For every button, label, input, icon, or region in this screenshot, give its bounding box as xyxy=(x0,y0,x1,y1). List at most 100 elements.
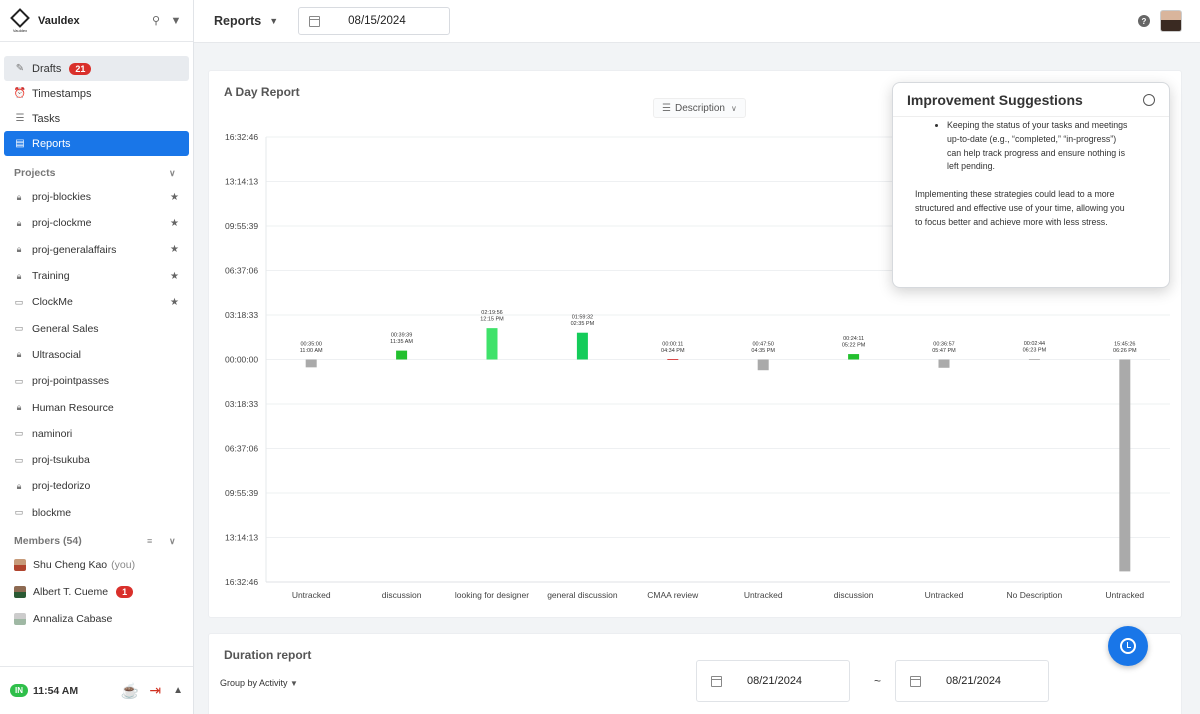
help-icon[interactable]: ? xyxy=(1138,15,1150,27)
project-label: proj-clockme xyxy=(32,217,92,230)
from-date-picker[interactable]: 08/21/2024 xyxy=(696,660,850,702)
project-label: proj-tedorizo xyxy=(32,480,91,493)
app-logo[interactable]: Vauldex xyxy=(10,7,30,34)
folder-icon: ▭ xyxy=(14,323,24,334)
y-tick-label: 06:37:06 xyxy=(225,266,258,276)
app-name: Vauldex xyxy=(38,14,80,27)
project-item[interactable]: ▭ blockme xyxy=(0,500,193,526)
project-item[interactable]: ▭ ClockMe ★ xyxy=(0,289,193,315)
star-icon[interactable]: ★ xyxy=(170,191,179,203)
x-tick-label: looking for designer xyxy=(455,590,529,600)
members-header[interactable]: Members (54) ≡ ∨ xyxy=(0,530,193,552)
chart-bar xyxy=(848,354,860,360)
project-item[interactable]: ▭ naminori xyxy=(0,421,193,447)
bar-time-label: 06:23 PM xyxy=(1023,347,1047,353)
nav-item-timestamps[interactable]: ⏰ Timestamps xyxy=(4,81,189,106)
member-item[interactable]: Annaliza Cabase xyxy=(0,606,193,633)
report-type-select[interactable]: Reports ▼ xyxy=(214,14,278,28)
bar-time-label: 02:35 PM xyxy=(571,321,595,327)
logo-text: Vauldex xyxy=(12,27,28,33)
member-name: Annaliza Cabase xyxy=(33,613,113,626)
chevron-down-icon[interactable]: ∨ xyxy=(169,535,176,546)
project-item[interactable]: ▭ proj-tsukuba xyxy=(0,447,193,473)
x-tick-label: discussion xyxy=(834,590,874,600)
member-item[interactable]: Shu Cheng Kao (you) xyxy=(0,552,193,579)
bar-duration-label: 00:35:00 xyxy=(300,342,321,348)
y-tick-label: 13:14:13 xyxy=(225,177,258,187)
member-item[interactable]: Albert T. Cueme 1 xyxy=(0,579,193,606)
alarm-clock-icon xyxy=(1120,638,1136,654)
x-tick-label: Untracked xyxy=(292,590,331,600)
bar-duration-label: 00:00:11 xyxy=(662,341,683,347)
suggestion-summary: Implementing these strategies could lead… xyxy=(915,189,1125,227)
star-icon[interactable]: ★ xyxy=(170,244,179,256)
project-item[interactable]: 🔒︎ proj-tedorizo xyxy=(0,473,193,499)
sort-icon[interactable]: ≡ xyxy=(147,535,153,546)
member-name: Shu Cheng Kao xyxy=(33,559,108,572)
suggestions-header: Improvement Suggestions xyxy=(893,83,1169,117)
star-icon[interactable]: ★ xyxy=(170,217,179,229)
caret-down-icon[interactable]: ▼ xyxy=(170,14,182,27)
report-date-picker[interactable]: 08/15/2024 xyxy=(298,7,451,35)
bar-duration-label: 00:36:57 xyxy=(933,342,954,348)
status-badge: IN xyxy=(10,684,28,697)
project-item[interactable]: 🔒︎ Ultrasocial xyxy=(0,342,193,368)
chevron-down-icon: ∨ xyxy=(731,103,737,113)
timer-fab-button[interactable] xyxy=(1108,626,1148,666)
clock-out-icon[interactable]: ⇥ xyxy=(149,682,162,698)
lock-icon: 🔒︎ xyxy=(16,244,22,255)
report-date: 08/15/2024 xyxy=(348,15,406,27)
calendar-icon xyxy=(910,675,921,687)
project-item[interactable]: 🔒︎ Human Resource xyxy=(0,394,193,420)
chevron-down-icon[interactable]: ∨ xyxy=(169,168,176,178)
group-by-activity-select[interactable]: Group by Activity ▼ xyxy=(220,678,298,688)
y-tick-label: 06:37:06 xyxy=(225,444,258,454)
bar-time-label: 04:35 PM xyxy=(751,348,775,354)
tasks-icon: ☰ xyxy=(15,113,25,124)
star-icon[interactable]: ★ xyxy=(170,296,179,308)
coffee-break-icon[interactable]: ☕ xyxy=(120,682,140,700)
bar-time-label: 11:00 AM xyxy=(300,348,323,354)
caret-up-icon[interactable]: ▲ xyxy=(173,685,183,696)
user-avatar[interactable] xyxy=(1160,10,1182,32)
chart-bar xyxy=(305,359,317,368)
star-icon[interactable]: ★ xyxy=(170,270,179,282)
projects-header[interactable]: Projects ∨ xyxy=(0,162,193,184)
project-item[interactable]: ▭ General Sales xyxy=(0,315,193,341)
refresh-icon[interactable] xyxy=(1143,93,1155,106)
bar-time-label: 05:47 PM xyxy=(932,348,956,354)
member-you-label: (you) xyxy=(111,559,136,572)
group-by-dropdown[interactable]: ☰ Description ∨ xyxy=(653,98,746,118)
nav-item-drafts[interactable]: ✎ Drafts 21 xyxy=(4,56,189,81)
bar-time-label: 06:26 PM xyxy=(1113,348,1137,354)
bar-duration-label: 01:59:32 xyxy=(572,315,593,321)
chart-bar xyxy=(1028,359,1040,360)
project-item[interactable]: 🔒︎ proj-clockme ★ xyxy=(0,210,193,236)
project-item[interactable]: ▭ proj-pointpasses xyxy=(0,368,193,394)
project-label: naminori xyxy=(32,427,73,440)
project-item[interactable]: 🔒︎ Training ★ xyxy=(0,263,193,289)
lock-icon: 🔒︎ xyxy=(16,191,22,202)
x-tick-label: general discussion xyxy=(547,590,618,600)
drafts-count-badge: 21 xyxy=(69,62,92,75)
to-date-picker[interactable]: 08/21/2024 xyxy=(895,660,1049,702)
suggestions-title: Improvement Suggestions xyxy=(907,91,1083,108)
x-tick-label: No Description xyxy=(1007,590,1063,600)
project-item[interactable]: 🔒︎ proj-generalaffairs ★ xyxy=(0,237,193,263)
project-label: Training xyxy=(32,270,70,283)
search-icon[interactable]: ⚲ xyxy=(151,15,161,27)
nav-item-tasks[interactable]: ☰ Tasks xyxy=(4,106,189,131)
clock-in-time: 11:54 AM xyxy=(33,684,79,697)
y-tick-label: 09:55:39 xyxy=(225,221,258,231)
y-tick-label: 16:32:46 xyxy=(225,132,258,142)
project-item[interactable]: 🔒︎ proj-blockies ★ xyxy=(0,184,193,210)
report-icon: ▤ xyxy=(15,138,25,149)
x-tick-label: Untracked xyxy=(744,590,783,600)
projects-title: Projects xyxy=(14,167,56,179)
sidebar-footer: IN 11:54 AM ☕ ⇥ ▲ xyxy=(0,666,193,714)
project-label: blockme xyxy=(32,506,72,519)
main-nav: ✎ Drafts 21 ⏰ Timestamps ☰ Tasks ▤ Repor… xyxy=(0,42,193,156)
duration-report-card: Duration report Group by Activity ▼ 08/2… xyxy=(208,633,1182,714)
nav-item-reports[interactable]: ▤ Reports xyxy=(4,131,189,156)
x-tick-label: Untracked xyxy=(1105,590,1144,600)
